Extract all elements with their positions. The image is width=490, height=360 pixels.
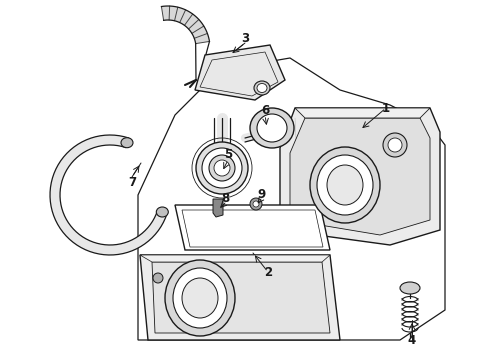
Polygon shape: [138, 58, 445, 340]
Polygon shape: [152, 262, 330, 333]
Ellipse shape: [257, 114, 287, 142]
Ellipse shape: [165, 260, 235, 336]
Text: 4: 4: [408, 333, 416, 346]
Polygon shape: [140, 255, 330, 262]
Ellipse shape: [250, 198, 262, 210]
Text: 2: 2: [264, 266, 272, 279]
Text: 6: 6: [261, 104, 269, 117]
Polygon shape: [280, 108, 440, 245]
Polygon shape: [290, 118, 430, 235]
Ellipse shape: [400, 282, 420, 294]
Ellipse shape: [202, 148, 242, 188]
Ellipse shape: [388, 138, 402, 152]
Polygon shape: [195, 45, 285, 100]
Polygon shape: [175, 205, 330, 250]
Ellipse shape: [257, 84, 267, 93]
Polygon shape: [50, 135, 167, 255]
Ellipse shape: [196, 142, 248, 194]
Text: 9: 9: [257, 188, 265, 201]
Polygon shape: [140, 255, 340, 340]
Polygon shape: [213, 199, 223, 217]
Text: 3: 3: [241, 31, 249, 45]
Ellipse shape: [254, 81, 270, 95]
Ellipse shape: [253, 201, 259, 207]
Polygon shape: [161, 6, 210, 44]
Text: 5: 5: [224, 148, 232, 162]
Ellipse shape: [310, 147, 380, 223]
Ellipse shape: [182, 278, 218, 318]
Ellipse shape: [327, 165, 363, 205]
Ellipse shape: [156, 207, 168, 217]
Ellipse shape: [317, 155, 373, 215]
Ellipse shape: [173, 268, 227, 328]
Ellipse shape: [383, 133, 407, 157]
Ellipse shape: [121, 138, 133, 148]
Ellipse shape: [214, 160, 230, 176]
Text: 1: 1: [382, 102, 390, 114]
Ellipse shape: [250, 108, 294, 148]
Ellipse shape: [209, 155, 235, 181]
Text: 8: 8: [221, 192, 229, 204]
Text: 7: 7: [128, 175, 136, 189]
Polygon shape: [295, 108, 430, 118]
Ellipse shape: [153, 273, 163, 283]
